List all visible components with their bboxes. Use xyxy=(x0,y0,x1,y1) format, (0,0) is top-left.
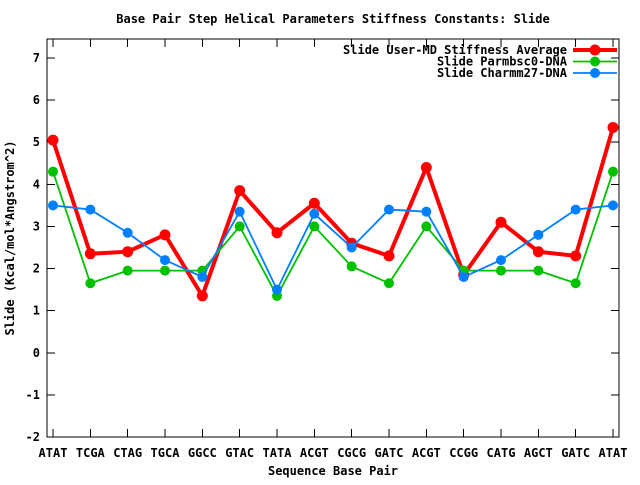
legend-item: Slide User-MD Stiffness Average xyxy=(343,43,617,57)
data-point xyxy=(384,278,394,289)
x-tick-label: CCGG xyxy=(449,446,478,460)
data-point xyxy=(608,166,618,177)
x-tick-label: ATAT xyxy=(39,446,68,460)
x-tick-label: TGCA xyxy=(151,446,181,460)
y-tick-label: 5 xyxy=(33,135,40,149)
series-line xyxy=(51,125,615,298)
data-point xyxy=(495,216,507,228)
data-point xyxy=(160,265,170,276)
data-point xyxy=(607,121,619,133)
data-point xyxy=(197,271,208,282)
legend-label: Slide User-MD Stiffness Average xyxy=(343,43,567,57)
data-point xyxy=(84,248,96,260)
data-point xyxy=(496,265,506,276)
x-tick-label: ACGT xyxy=(412,446,441,460)
legend-item: Slide Parmbsc0-DNA xyxy=(437,55,617,69)
x-tick-label: ATAT xyxy=(599,446,628,460)
data-point xyxy=(570,204,581,215)
x-tick-label: CTAG xyxy=(113,446,142,460)
data-point xyxy=(308,197,320,209)
data-point xyxy=(570,250,582,262)
x-tick-label: GTAC xyxy=(225,446,254,460)
data-point xyxy=(160,255,170,266)
data-point xyxy=(271,227,283,239)
x-tick-label: GATC xyxy=(561,446,590,460)
data-point xyxy=(309,221,320,232)
data-point xyxy=(234,206,245,217)
x-axis-title: Sequence Base Pair xyxy=(268,464,398,478)
data-point xyxy=(496,255,506,266)
data-point xyxy=(85,278,96,289)
data-point xyxy=(234,221,245,232)
data-point xyxy=(122,265,133,276)
data-point xyxy=(309,208,320,219)
data-point xyxy=(48,200,58,211)
data-point xyxy=(48,166,58,177)
x-tick-label: ACGT xyxy=(300,446,329,460)
data-point xyxy=(196,290,208,302)
data-series-layer xyxy=(47,121,619,302)
y-tick-label: 6 xyxy=(33,93,40,107)
legend-marker xyxy=(589,44,601,56)
data-point xyxy=(346,261,357,272)
data-point xyxy=(234,185,246,197)
series-2 xyxy=(48,200,618,295)
data-point xyxy=(47,134,59,146)
chart-title: Base Pair Step Helical Parameters Stiffn… xyxy=(116,12,549,26)
data-point xyxy=(532,246,544,258)
data-point xyxy=(421,221,432,232)
data-point xyxy=(122,246,134,258)
series-line xyxy=(52,204,614,291)
series-1 xyxy=(48,166,618,301)
data-point xyxy=(346,242,357,253)
data-point xyxy=(533,229,544,240)
x-tick-label: GGCC xyxy=(188,446,217,460)
y-tick-label: 0 xyxy=(33,346,40,360)
y-tick-label: 4 xyxy=(33,177,40,191)
x-tick-label: TCGA xyxy=(76,446,106,460)
legend-label: Slide Parmbsc0-DNA xyxy=(437,55,568,69)
data-point xyxy=(272,284,282,295)
x-tick-label: CATG xyxy=(487,446,516,460)
y-tick-label: 7 xyxy=(33,51,40,65)
data-point xyxy=(85,204,96,215)
legend-label: Slide Charmm27-DNA xyxy=(437,66,568,80)
y-tick-label: -1 xyxy=(26,388,40,402)
x-axis-ticks: ATAT TCGA CTAG TGCA GGCC GTAC TATA ACGT CGCG GATC… xyxy=(39,39,628,460)
series-line xyxy=(52,170,614,297)
data-point xyxy=(533,265,544,276)
y-tick-label: 3 xyxy=(33,219,40,233)
x-tick-label: TATA xyxy=(263,446,293,460)
data-point xyxy=(383,250,395,262)
series-0 xyxy=(47,121,619,302)
x-tick-label: AGCT xyxy=(524,446,553,460)
x-tick-label: GATC xyxy=(375,446,404,460)
legend-marker xyxy=(590,68,600,78)
plot-frame xyxy=(46,38,620,438)
legend-item: Slide Charmm27-DNA xyxy=(437,66,617,80)
y-axis-title: Slide (Kcal/mol*Angstrom^2) xyxy=(3,140,17,335)
data-point xyxy=(420,161,432,173)
data-point xyxy=(458,271,469,282)
data-point xyxy=(384,204,394,215)
data-point xyxy=(421,206,432,217)
legend-marker xyxy=(590,56,600,67)
x-tick-label: CGCG xyxy=(337,446,366,460)
data-point xyxy=(159,229,171,241)
y-tick-label: -2 xyxy=(26,430,40,444)
y-tick-label: 2 xyxy=(33,262,40,276)
data-point xyxy=(608,200,618,211)
y-tick-label: 1 xyxy=(33,304,40,318)
y-axis-ticks: 7 6 5 4 3 2 1 0 -1 -2 xyxy=(26,51,619,444)
data-point xyxy=(570,278,581,289)
data-point xyxy=(122,227,133,238)
